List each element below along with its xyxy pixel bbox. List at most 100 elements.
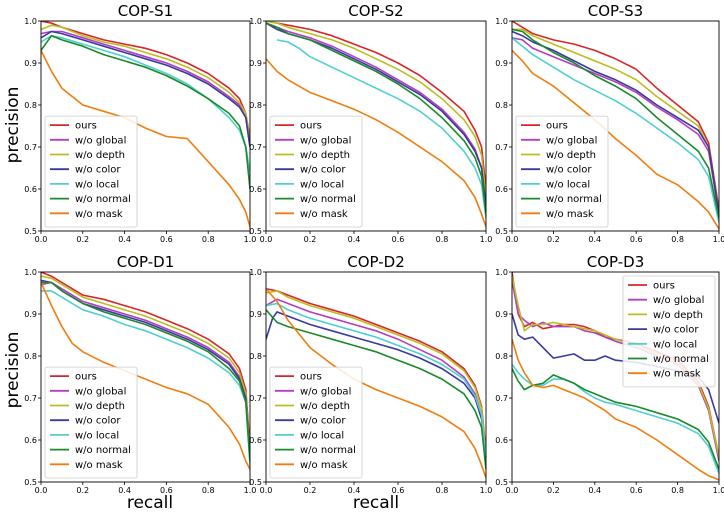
x-tick-label: 0.8 (671, 486, 684, 495)
series-line (41, 282, 250, 470)
y-tick-label: 0.8 (249, 101, 262, 110)
y-tick-label: 0.9 (24, 310, 37, 319)
legend-label: ours (300, 372, 322, 383)
x-tick-label: 0.8 (436, 486, 449, 495)
series-line (512, 368, 719, 470)
series-line (266, 21, 486, 190)
legend-label: w/o mask (300, 209, 348, 220)
legend-label: w/o mask (75, 209, 123, 220)
y-tick-label: 0.9 (249, 59, 262, 68)
series-line (266, 309, 486, 470)
y-tick-label: 0.8 (24, 101, 37, 110)
chart-title: COP-S1 (118, 2, 173, 20)
legend-label: w/o mask (300, 460, 348, 471)
x-tick-label: 0.2 (547, 235, 560, 244)
series-line (512, 37, 719, 223)
x-axis-label-left: recall (127, 493, 173, 512)
y-tick-label: 0.6 (24, 185, 37, 194)
series-line (41, 24, 250, 143)
x-tick-label: 0.8 (202, 235, 215, 244)
y-tick-label: 0.8 (495, 101, 508, 110)
legend: ours w/o global w/o depth w/o color w/o loca… (269, 115, 363, 228)
y-tick-label: 0.9 (249, 310, 262, 319)
y-tick-label: 1.0 (495, 268, 508, 277)
plot-area (41, 272, 250, 470)
y-tick-label: 0.9 (495, 59, 508, 68)
series-line (266, 311, 486, 462)
x-tick-label: 0.2 (304, 486, 317, 495)
series-line (512, 338, 719, 481)
x-tick-label: 0.2 (76, 486, 89, 495)
y-tick-label: 0.7 (249, 394, 262, 403)
y-tick-label: 0.7 (249, 143, 262, 152)
x-tick-label: 0.4 (118, 235, 131, 244)
axes-frame (511, 20, 720, 232)
chart-panel-5: COP-D2 0.0 0.2 0.4 0.6 0.8 1.0 0.5 0.6 0.7 0.8 0.9 1… (249, 253, 492, 495)
legend-label: w/o local (300, 430, 344, 441)
legend-label: w/o color (653, 325, 699, 336)
legend-label: w/o local (300, 179, 344, 190)
x-tick-label: 0.4 (588, 235, 601, 244)
plot-area (266, 288, 486, 479)
series-line (276, 39, 486, 219)
series-line (266, 22, 486, 215)
y-tick-label: 0.6 (495, 185, 508, 194)
legend-label: ours (546, 121, 568, 132)
legend-label: w/o local (546, 179, 590, 190)
legend-label: w/o mask (653, 369, 701, 380)
legend-label: w/o normal (75, 194, 131, 205)
x-tick-label: 1.0 (713, 486, 724, 495)
axes-frame (40, 271, 251, 483)
x-tick-label: 1.0 (480, 235, 493, 244)
series-line (41, 281, 250, 462)
y-tick-label: 0.6 (249, 436, 262, 445)
y-tick-label: 0.5 (249, 478, 262, 487)
legend-label: w/o color (546, 165, 592, 176)
y-tick-label: 0.7 (24, 143, 37, 152)
series-line (266, 22, 486, 206)
legend-label: w/o global (75, 135, 126, 146)
y-tick-label: 0.6 (24, 436, 37, 445)
series-line (41, 30, 250, 148)
plot-area (512, 21, 719, 230)
x-tick-label: 0.0 (260, 235, 273, 244)
series-line (266, 302, 486, 462)
series-line (266, 298, 486, 462)
y-tick-label: 0.8 (249, 352, 262, 361)
series-line (266, 21, 486, 198)
legend-label: w/o mask (75, 460, 123, 471)
y-tick-label: 0.6 (249, 185, 262, 194)
legend-label: w/o local (75, 430, 119, 441)
x-tick-label: 0.8 (671, 235, 684, 244)
legend-label: w/o local (75, 179, 119, 190)
y-tick-label: 0.7 (24, 394, 37, 403)
y-tick-label: 0.8 (495, 352, 508, 361)
legend-label: w/o normal (300, 194, 356, 205)
x-tick-label: 0.6 (392, 486, 405, 495)
legend: ours w/o global w/o depth w/o color w/o loca… (515, 115, 609, 228)
y-tick-label: 0.5 (495, 227, 508, 236)
y-tick-label: 1.0 (495, 17, 508, 26)
legend-label: w/o depth (300, 150, 350, 161)
y-tick-label: 1.0 (24, 17, 37, 26)
legend-label: w/o global (300, 386, 351, 397)
x-tick-label: 0.8 (436, 235, 449, 244)
chart-panel-2: COP-S2 0.0 0.2 0.4 0.6 0.8 1.0 0.5 0.6 0.7 0.8 0.9 1… (249, 2, 492, 244)
x-tick-label: 0.0 (35, 486, 48, 495)
x-tick-label: 0.4 (348, 486, 361, 495)
legend-label: w/o global (75, 386, 126, 397)
axes-frame (265, 20, 487, 232)
legend-label: w/o depth (300, 401, 350, 412)
legend-label: ours (75, 372, 97, 383)
y-tick-label: 0.5 (24, 227, 37, 236)
series-line (266, 290, 486, 457)
legend-label: w/o normal (653, 354, 709, 365)
x-tick-label: 0.2 (304, 235, 317, 244)
legend-label: w/o depth (653, 310, 703, 321)
legend-label: w/o global (653, 295, 704, 306)
legend: ours w/o global w/o depth w/o color w/o loca… (44, 115, 138, 228)
legend-label: w/o depth (546, 150, 596, 161)
series-line (41, 290, 250, 466)
y-tick-label: 0.7 (495, 143, 508, 152)
